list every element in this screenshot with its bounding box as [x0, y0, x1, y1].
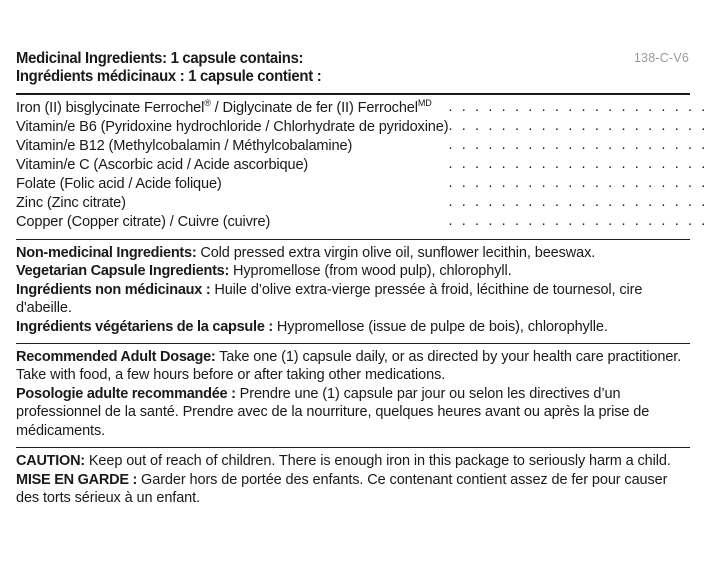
caution-fr-label: MISE EN GARDE :	[16, 471, 138, 488]
ingredient-name: Zinc (Zinc citrate)	[16, 195, 126, 212]
caution-fr-text: Garder hors de portée des enfants. Ce co…	[16, 471, 668, 506]
heading-line-en: Medicinal Ingredients: 1 capsule contain…	[16, 50, 304, 67]
supplement-facts-panel: Medicinal Ingredients: 1 capsule contain…	[16, 50, 706, 507]
divider-above-ingredients	[16, 93, 690, 96]
dosage-en-text: Take one (1) capsule daily, or as direct…	[16, 349, 682, 384]
vegetarian-capsule-en-label: Vegetarian Capsule Ingredients:	[16, 263, 230, 280]
non-medicinal-fr: Ingrédients non médicinaux : Huile d’oli…	[16, 281, 690, 318]
caution-fr: MISE EN GARDE : Garder hors de portée de…	[16, 471, 690, 508]
caution-en: CAUTION: Keep out of reach of children. …	[16, 452, 690, 470]
dot-leader: . . . . . . . . . . . . . . . . . . . . …	[448, 156, 706, 173]
registered-trademark-icon: ®	[204, 98, 211, 109]
recommended-dosage-section: Recommended Adult Dosage: Take one (1) c…	[16, 348, 690, 440]
non-medicinal-fr-label: Ingrédients non médicinaux :	[16, 281, 211, 298]
table-row: Vitamin/e C (Ascorbic acid / Acide ascor…	[16, 156, 706, 175]
dot-leader: . . . . . . . . . . . . . . . . . . . . …	[448, 137, 706, 154]
dot-leader: . . . . . . . . . . . . . . . . . . . . …	[448, 213, 706, 230]
ingredient-name: Iron (II) bisglycinate Ferrochel® / Digl…	[16, 98, 432, 117]
ingredient-name: Vitamin/e C (Ascorbic acid / Acide ascor…	[16, 157, 309, 174]
vegetarian-capsule-en-text: Hypromellose (from wood pulp), chlorophy…	[229, 263, 512, 280]
dosage-fr: Posologie adulte recommandée : Prendre u…	[16, 385, 690, 440]
caution-en-label: CAUTION:	[16, 453, 85, 470]
ingredient-name: Folate (Folic acid / Acide folique)	[16, 176, 222, 193]
dot-leader: . . . . . . . . . . . . . . . . . . . . …	[448, 175, 706, 192]
dosage-en: Recommended Adult Dosage: Take one (1) c…	[16, 348, 690, 385]
caution-en-text: Keep out of reach of children. There is …	[84, 453, 671, 470]
table-row: Copper (Copper citrate) / Cuivre (cuivre…	[16, 213, 706, 232]
medicinal-ingredients-table: Iron (II) bisglycinate Ferrochel® / Digl…	[16, 99, 706, 232]
table-row: Zinc (Zinc citrate) . . . . . . . . . . …	[16, 194, 706, 213]
dot-leader: . . . . . . . . . . . . . . . . . . . . …	[448, 194, 706, 211]
divider-above-non-medicinal	[16, 239, 690, 241]
non-medicinal-ingredients-section: Non-medicinal Ingredients: Cold pressed …	[16, 244, 690, 336]
table-row: Vitamin/e B12 (Methylcobalamin / Méthylc…	[16, 137, 706, 156]
ingredient-name: Vitamin/e B12 (Methylcobalamin / Méthylc…	[16, 138, 353, 155]
heading-line-fr: Ingrédients médicinaux : 1 capsule conti…	[16, 68, 322, 86]
table-row: Vitamin/e B6 (Pyridoxine hydrochloride /…	[16, 118, 706, 137]
dosage-en-label: Recommended Adult Dosage:	[16, 349, 216, 366]
non-medicinal-fr-text: Huile d’olive extra-vierge pressée à fro…	[16, 281, 643, 317]
vegetarian-capsule-fr: Ingrédients végétariens de la capsule : …	[16, 318, 690, 336]
non-medicinal-en: Non-medicinal Ingredients: Cold pressed …	[16, 244, 690, 262]
table-row: Folate (Folic acid / Acide folique) . . …	[16, 175, 706, 194]
caution-section: CAUTION: Keep out of reach of children. …	[16, 452, 690, 507]
non-medicinal-en-label: Non-medicinal Ingredients:	[16, 245, 197, 262]
panel-header: Medicinal Ingredients: 1 capsule contain…	[16, 50, 690, 86]
dot-leader: . . . . . . . . . . . . . . . . . . . . …	[448, 99, 706, 116]
ingredient-name: Copper (Copper citrate) / Cuivre (cuivre…	[16, 214, 271, 231]
medicinal-ingredients-heading: Medicinal Ingredients: 1 capsule contain…	[16, 50, 322, 86]
vegetarian-capsule-fr-text: Hypromellose (issue de pulpe de bois), c…	[273, 318, 608, 335]
divider-above-dosage	[16, 343, 690, 345]
marque-deposee-icon: MD	[417, 98, 432, 109]
product-code: 138-C-V6	[633, 51, 689, 65]
dot-leader: . . . . . . . . . . . . . . . . . . . . …	[448, 118, 706, 135]
ingredient-name: Vitamin/e B6 (Pyridoxine hydrochloride /…	[16, 119, 449, 136]
dosage-fr-text: Prendre une (1) capsule par jour ou selo…	[16, 385, 650, 439]
dosage-fr-label: Posologie adulte recommandée :	[16, 385, 236, 402]
divider-above-caution	[16, 447, 690, 449]
vegetarian-capsule-en: Vegetarian Capsule Ingredients: Hypromel…	[16, 262, 690, 280]
table-row: Iron (II) bisglycinate Ferrochel® / Digl…	[16, 99, 706, 118]
vegetarian-capsule-fr-label: Ingrédients végétariens de la capsule :	[16, 318, 273, 335]
non-medicinal-en-text: Cold pressed extra virgin olive oil, sun…	[196, 245, 596, 262]
